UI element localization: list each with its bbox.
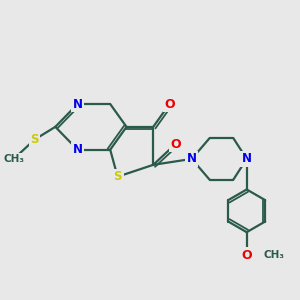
Text: S: S — [113, 170, 122, 183]
Text: O: O — [164, 98, 175, 110]
Text: N: N — [242, 152, 252, 165]
Text: N: N — [73, 143, 82, 156]
Text: N: N — [187, 152, 197, 165]
Text: O: O — [242, 249, 252, 262]
Text: S: S — [30, 133, 39, 146]
Text: O: O — [170, 138, 181, 151]
Text: CH₃: CH₃ — [264, 250, 285, 260]
Text: N: N — [73, 98, 82, 110]
Text: CH₃: CH₃ — [3, 154, 24, 164]
